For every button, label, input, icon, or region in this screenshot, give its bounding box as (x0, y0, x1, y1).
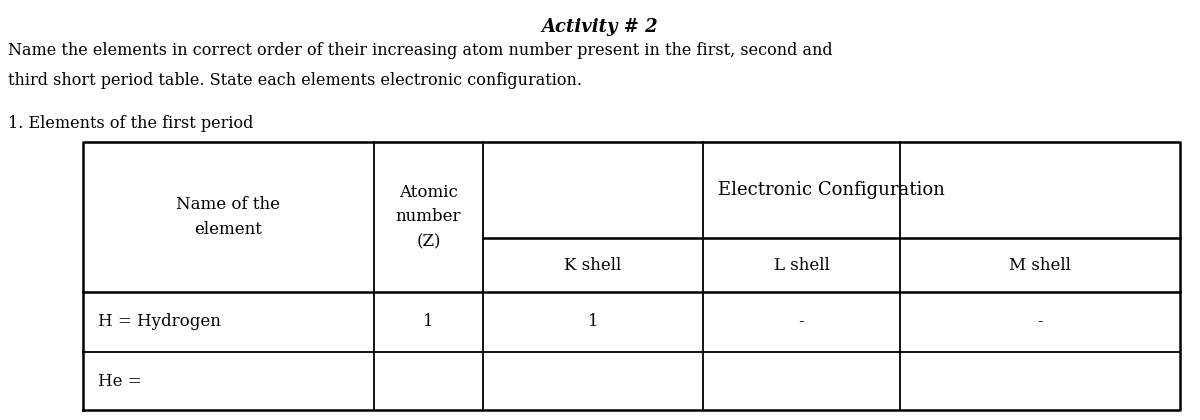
Text: third short period table. State each elements electronic configuration.: third short period table. State each ele… (8, 72, 582, 89)
Text: K shell: K shell (564, 257, 622, 273)
Text: Activity # 2: Activity # 2 (541, 18, 659, 36)
Text: Electronic Configuration: Electronic Configuration (719, 181, 946, 199)
Text: M shell: M shell (1009, 257, 1072, 273)
Text: Atomic
number
(Z): Atomic number (Z) (396, 184, 461, 250)
Text: H = Hydrogen: H = Hydrogen (98, 313, 221, 331)
Text: -: - (799, 313, 804, 331)
Text: L shell: L shell (774, 257, 829, 273)
Text: Name the elements in correct order of their increasing atom number present in th: Name the elements in correct order of th… (8, 42, 833, 59)
Text: 1. Elements of the first period: 1. Elements of the first period (8, 115, 253, 132)
Text: 1: 1 (424, 313, 434, 331)
Text: Name of the
element: Name of the element (176, 196, 281, 238)
Text: -: - (1037, 313, 1043, 331)
Text: He =: He = (98, 373, 142, 389)
Text: 1: 1 (588, 313, 599, 331)
